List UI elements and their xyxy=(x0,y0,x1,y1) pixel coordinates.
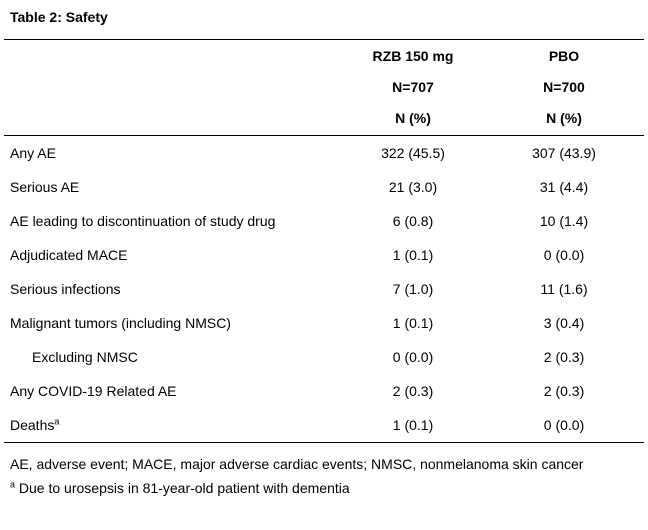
deaths-footnote-text: Due to urosepsis in 81-year-old patient … xyxy=(18,480,350,496)
rzb-value: 1 (0.1) xyxy=(392,417,434,433)
rzb-value: 21 (3.0) xyxy=(388,179,438,195)
table-row: Malignant tumors (including NMSC) 1 (0.1… xyxy=(4,306,644,340)
table-row: Serious AE 21 (3.0) 31 (4.4) xyxy=(4,170,644,204)
rzb-value: 0 (0.0) xyxy=(392,349,434,365)
pbo-unit-label: N (%) xyxy=(546,110,582,126)
rzb-value: 2 (0.3) xyxy=(392,383,434,399)
pbo-value: 2 (0.3) xyxy=(543,349,585,365)
rzb-value: 1 (0.1) xyxy=(392,247,434,263)
header-empty-cell xyxy=(4,39,342,136)
pbo-n-label: N=700 xyxy=(543,79,585,95)
rzb-value: 1 (0.1) xyxy=(392,315,434,331)
rzb-unit-label: N (%) xyxy=(395,110,431,126)
table-body: Any AE 322 (45.5) 307 (43.9) Serious AE … xyxy=(4,136,644,443)
table-row: Adjudicated MACE 1 (0.1) 0 (0.0) xyxy=(4,238,644,272)
rzb-group-label: RZB 150 mg xyxy=(372,48,454,64)
column-header-pbo: PBO N=700 N (%) xyxy=(484,39,644,136)
pbo-value: 31 (4.4) xyxy=(539,179,589,195)
table-row: Any COVID-19 Related AE 2 (0.3) 2 (0.3) xyxy=(4,374,644,408)
rzb-n-label: N=707 xyxy=(392,79,434,95)
pbo-value: 0 (0.0) xyxy=(543,417,585,433)
footnotes: AE, adverse event; MACE, major adverse c… xyxy=(10,448,648,497)
row-label: Any COVID-19 Related AE xyxy=(10,383,177,399)
abbreviations-footnote: AE, adverse event; MACE, major adverse c… xyxy=(10,456,584,472)
row-label: Serious infections xyxy=(10,281,121,297)
row-label-text: Deaths xyxy=(10,417,55,433)
row-label: Deathsa xyxy=(4,408,342,443)
pbo-value: 11 (1.6) xyxy=(540,281,588,297)
rzb-value: 6 (0.8) xyxy=(392,213,434,229)
pbo-value: 10 (1.4) xyxy=(539,213,589,229)
table-title: Table 2: Safety xyxy=(10,9,108,25)
safety-table: RZB 150 mg N=707 N (%) PBO N=700 N (%) A… xyxy=(4,39,644,443)
rzb-value: 322 (45.5) xyxy=(381,145,445,161)
row-label: Serious AE xyxy=(10,179,80,195)
footnote-marker: a xyxy=(54,416,60,427)
table-row-indented: Excluding NMSC 0 (0.0) 2 (0.3) xyxy=(4,340,644,374)
pbo-value: 307 (43.9) xyxy=(532,145,596,161)
table-row: AE leading to discontinuation of study d… xyxy=(4,204,644,238)
table-row: Any AE 322 (45.5) 307 (43.9) xyxy=(4,136,644,171)
table-row: Deathsa 1 (0.1) 0 (0.0) xyxy=(4,408,644,443)
pbo-value: 2 (0.3) xyxy=(543,383,585,399)
pbo-group-label: PBO xyxy=(548,48,580,64)
row-label: Any AE xyxy=(10,145,56,161)
pbo-value: 0 (0.0) xyxy=(543,247,585,263)
column-header-rzb: RZB 150 mg N=707 N (%) xyxy=(342,39,484,136)
pbo-value: 3 (0.4) xyxy=(543,315,585,331)
deaths-footnote: a Due to urosepsis in 81-year-old patien… xyxy=(10,480,648,497)
row-label: Malignant tumors (including NMSC) xyxy=(10,315,231,331)
footnote-marker: a xyxy=(10,479,16,490)
rzb-value: 7 (1.0) xyxy=(392,281,434,297)
table-row: Serious infections 7 (1.0) 11 (1.6) xyxy=(4,272,644,306)
row-label: Excluding NMSC xyxy=(32,349,138,365)
row-label: AE leading to discontinuation of study d… xyxy=(10,213,276,229)
row-label: Adjudicated MACE xyxy=(10,247,128,263)
table-header: RZB 150 mg N=707 N (%) PBO N=700 N (%) xyxy=(4,39,644,136)
